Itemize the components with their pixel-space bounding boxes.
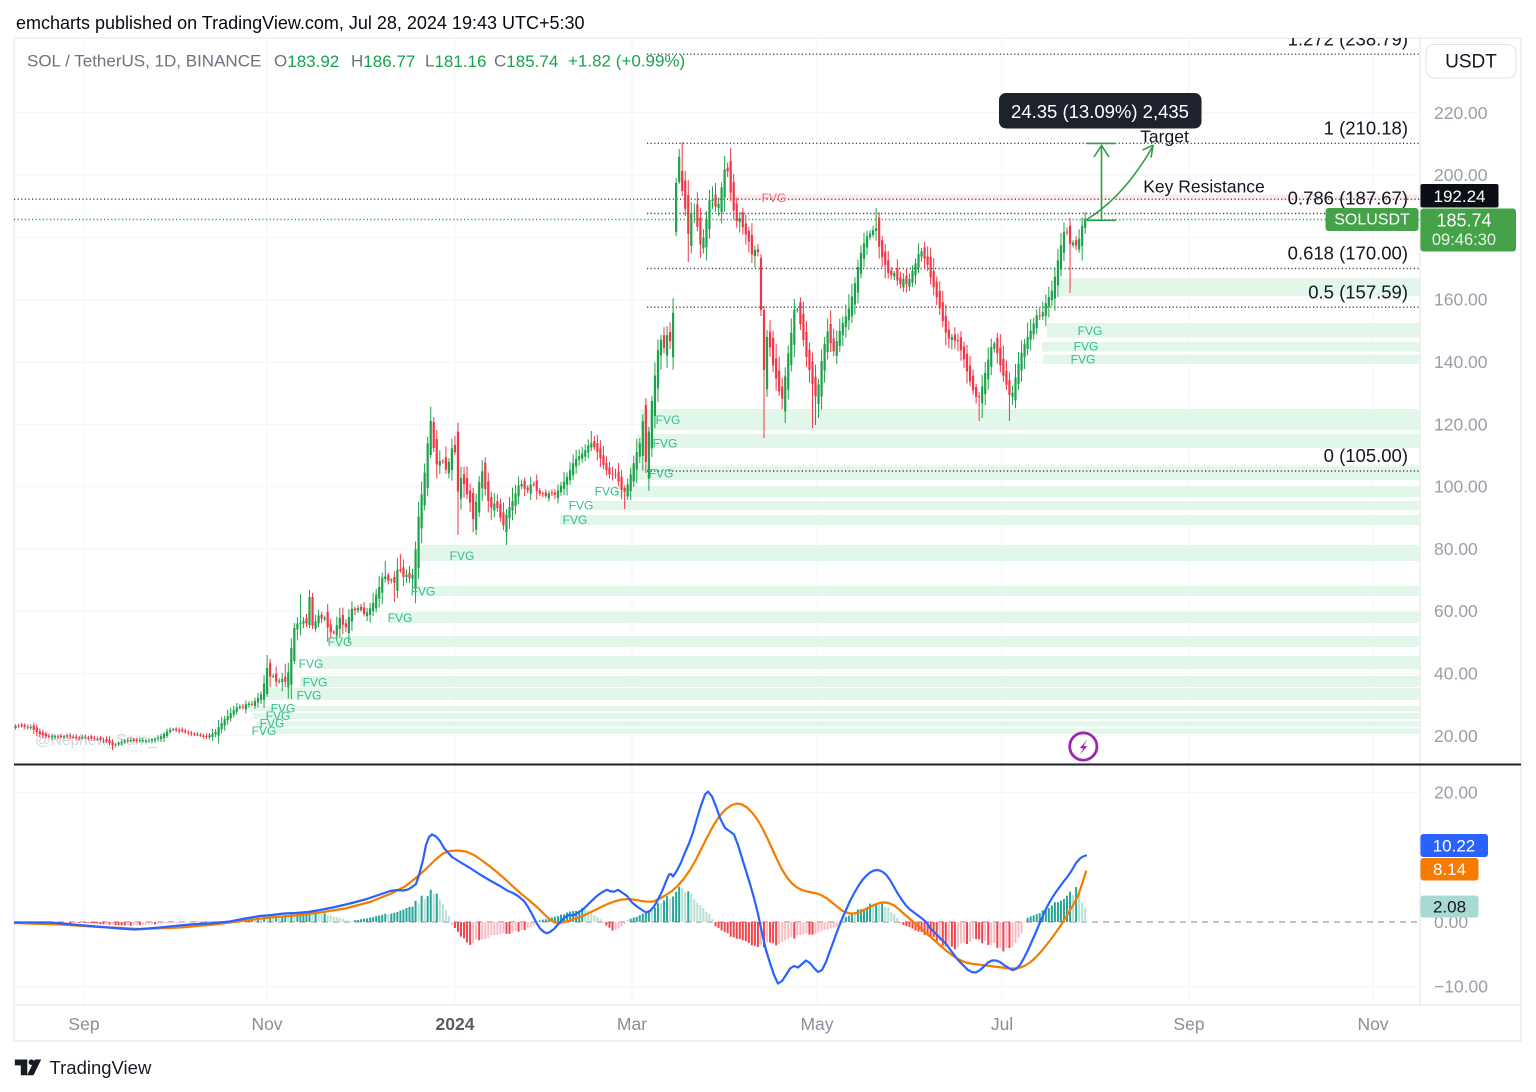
- svg-text:FVG: FVG: [1078, 324, 1103, 338]
- svg-text:FVG: FVG: [411, 585, 436, 599]
- svg-text:60.00: 60.00: [1434, 601, 1478, 621]
- svg-text:120.00: 120.00: [1434, 414, 1488, 434]
- svg-text:10.22: 10.22: [1433, 837, 1476, 856]
- svg-text:140.00: 140.00: [1434, 352, 1488, 372]
- svg-text:L181.16: L181.16: [425, 52, 486, 71]
- svg-text:0.5 (157.59): 0.5 (157.59): [1308, 281, 1408, 302]
- svg-text:Nov: Nov: [1357, 1014, 1388, 1034]
- svg-text:20.00: 20.00: [1434, 726, 1478, 746]
- svg-text:FVG: FVG: [260, 717, 285, 731]
- svg-text:1.272 (238.79): 1.272 (238.79): [1288, 28, 1408, 49]
- svg-text:100.00: 100.00: [1434, 477, 1488, 497]
- svg-text:C185.74: C185.74: [494, 52, 558, 71]
- svg-text:0.618 (170.00): 0.618 (170.00): [1288, 243, 1408, 264]
- svg-text:24.35 (13.09%) 2,435: 24.35 (13.09%) 2,435: [1011, 101, 1189, 122]
- svg-text:Sep: Sep: [68, 1014, 99, 1034]
- svg-text:185.74: 185.74: [1436, 211, 1491, 231]
- svg-text:FVG: FVG: [303, 676, 328, 690]
- svg-text:160.00: 160.00: [1434, 290, 1488, 310]
- svg-text:FVG: FVG: [762, 191, 787, 205]
- svg-text:FVG: FVG: [653, 437, 678, 451]
- svg-text:2024: 2024: [436, 1014, 475, 1034]
- svg-text:FVG: FVG: [271, 702, 296, 716]
- svg-text:FVG: FVG: [1074, 340, 1099, 354]
- svg-text:Jul: Jul: [991, 1014, 1013, 1034]
- svg-text:Nov: Nov: [251, 1014, 282, 1034]
- svg-text:1 (210.18): 1 (210.18): [1324, 118, 1408, 139]
- svg-text:FVG: FVG: [388, 611, 413, 625]
- svg-text:Key Resistance: Key Resistance: [1143, 177, 1265, 197]
- svg-text:20.00: 20.00: [1434, 783, 1478, 803]
- svg-text:09:46:30: 09:46:30: [1432, 231, 1496, 249]
- svg-text:FVG: FVG: [297, 689, 322, 703]
- svg-text:FVG: FVG: [252, 724, 277, 738]
- svg-text:TradingView: TradingView: [50, 1057, 152, 1078]
- svg-text:Sep: Sep: [1173, 1014, 1204, 1034]
- svg-text:192.24: 192.24: [1434, 187, 1486, 206]
- svg-text:FVG: FVG: [328, 635, 353, 649]
- svg-text:FVG: FVG: [563, 513, 588, 527]
- svg-text:@Nephew_Sam_: @Nephew_Sam_: [35, 732, 157, 749]
- svg-text:40.00: 40.00: [1434, 664, 1478, 684]
- svg-text:2.08: 2.08: [1433, 898, 1466, 917]
- svg-text:0 (105.00): 0 (105.00): [1324, 445, 1408, 466]
- svg-text:SOL / TetherUS, 1D, BINANCE: SOL / TetherUS, 1D, BINANCE: [27, 52, 261, 71]
- svg-text:SOLUSDT: SOLUSDT: [1334, 212, 1410, 229]
- svg-text:O183.92: O183.92: [274, 52, 339, 71]
- svg-text:FVG: FVG: [299, 657, 324, 671]
- svg-text:+1.82 (+0.99%): +1.82 (+0.99%): [568, 52, 685, 71]
- svg-text:0.786 (187.67): 0.786 (187.67): [1288, 188, 1408, 209]
- svg-text:Target: Target: [1140, 127, 1189, 147]
- svg-text:May: May: [800, 1014, 833, 1034]
- svg-text:FVG: FVG: [569, 499, 594, 513]
- svg-text:80.00: 80.00: [1434, 539, 1478, 559]
- svg-text:FVG: FVG: [266, 709, 291, 723]
- svg-text:USDT: USDT: [1445, 52, 1497, 73]
- svg-text:220.00: 220.00: [1434, 103, 1488, 123]
- svg-text:FVG: FVG: [450, 549, 475, 563]
- svg-text:8.14: 8.14: [1433, 860, 1466, 879]
- svg-text:−10.00: −10.00: [1434, 977, 1488, 997]
- svg-text:FVG: FVG: [1071, 353, 1096, 367]
- svg-text:FVG: FVG: [595, 485, 620, 499]
- svg-text:FVG: FVG: [649, 467, 674, 481]
- svg-text:Mar: Mar: [617, 1014, 647, 1034]
- svg-text:emcharts published on TradingV: emcharts published on TradingView.com, J…: [16, 13, 585, 33]
- svg-text:200.00: 200.00: [1434, 165, 1488, 185]
- svg-text:H186.77: H186.77: [351, 52, 415, 71]
- svg-text:FVG: FVG: [656, 413, 681, 427]
